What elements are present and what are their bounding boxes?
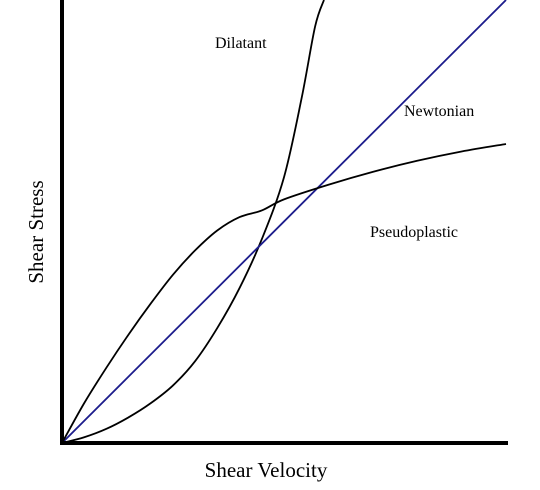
x-axis-title: Shear Velocity bbox=[205, 458, 328, 482]
series-group bbox=[61, 0, 507, 444]
series-line-dilatant bbox=[61, 0, 325, 444]
y-axis-title: Shear Stress bbox=[24, 180, 48, 283]
series-label-pseudoplastic: Pseudoplastic bbox=[370, 224, 458, 241]
series-label-group: Dilatant Newtonian Pseudoplastic bbox=[215, 35, 474, 241]
series-line-pseudoplastic bbox=[61, 143, 507, 444]
series-label-newtonian: Newtonian bbox=[404, 103, 474, 120]
series-line-newtonian bbox=[61, 0, 507, 444]
series-label-dilatant: Dilatant bbox=[215, 35, 267, 52]
